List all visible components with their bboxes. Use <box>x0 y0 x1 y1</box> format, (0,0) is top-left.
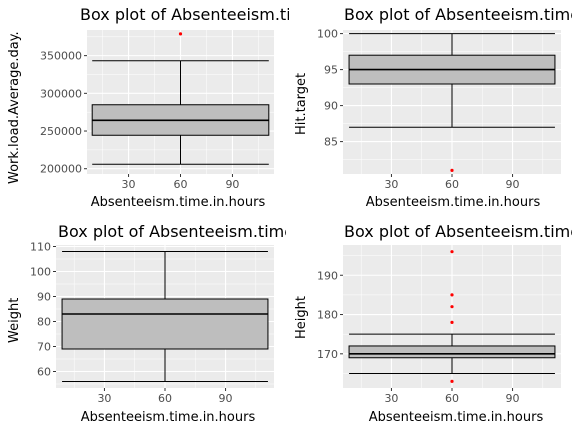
chart-1-title: Box plot of Absenteeism.time.in.hours <box>80 5 289 24</box>
chart-2-x-axis-label: Absenteeism.time.in.hours <box>365 195 541 210</box>
chart-3-y-tick-label: 90 <box>37 291 51 304</box>
chart-3-x-tick-label: 60 <box>158 392 172 405</box>
chart-4-outlier-point <box>450 379 454 383</box>
chart-4-x-tick-label: 30 <box>384 392 398 405</box>
chart-2-title: Box plot of Absenteeism.time.in.hours <box>344 5 572 24</box>
chart-4-outlier-point <box>450 250 454 254</box>
chart-2-x-tick-label: 30 <box>384 178 398 191</box>
chart-3-plot: 30 60 90 60 70 80 90 100 110 <box>30 241 274 405</box>
chart-1-y-tick-label: 350000 <box>40 50 82 63</box>
chart-4-y-tick-label: 180 <box>317 309 338 322</box>
chart-2-y-tick-label: 100 <box>317 28 338 41</box>
chart-2-y-tick-label: 90 <box>324 100 338 113</box>
chart-4-title: Box plot of Absenteeism.time.in.hours <box>344 222 572 241</box>
chart-3-x-tick-label: 30 <box>97 392 111 405</box>
chart-3-y-tick-label: 70 <box>37 341 51 354</box>
chart-4-x-tick-label: 60 <box>445 392 459 405</box>
chart-2-x-tick-label: 60 <box>445 178 459 191</box>
chart-4-y-tick-label: 190 <box>317 269 338 282</box>
chart-3-y-tick-label: 100 <box>30 266 51 279</box>
chart-4-box <box>348 345 556 359</box>
chart-3-box <box>61 298 269 350</box>
chart-1-plot: 30 60 90 200000 250000 300000 350000 <box>40 30 274 191</box>
chart-1-y-tick-label: 250000 <box>40 125 82 138</box>
chart-3-x-axis-label: Absenteeism.time.in.hours <box>80 410 256 425</box>
chart-1-x-tick-label: 30 <box>122 178 136 191</box>
chart-1-x-axis-label: Absenteeism.time.in.hours <box>90 195 266 210</box>
chart-1-y-tick-label: 200000 <box>40 163 82 176</box>
chart-4-x-tick-label: 90 <box>506 392 520 405</box>
chart-1-y-tick-label: 300000 <box>40 87 82 100</box>
chart-3-y-tick-label: 60 <box>37 366 51 379</box>
chart-4-outlier-point <box>450 293 454 297</box>
chart-3-y-tick-label: 80 <box>37 316 51 329</box>
chart-2-x-tick-label: 90 <box>506 178 520 191</box>
chart-3-x-tick-label: 90 <box>219 392 233 405</box>
chart-2-plot: 30 60 90 85 90 95 100 <box>317 28 561 191</box>
chart-3-y-tick-label: 110 <box>30 241 51 254</box>
chart-1-x-tick-label: 60 <box>174 178 188 191</box>
chart-1-outlier-point <box>178 32 183 36</box>
chart-4-x-axis-label: Absenteeism.time.in.hours <box>368 410 544 425</box>
chart-4-outlier-point <box>450 305 454 309</box>
chart-1-x-tick-label: 90 <box>225 178 239 191</box>
chart-4-y-tick-label: 170 <box>317 348 338 361</box>
chart-4-y-axis-label: Height <box>294 296 309 339</box>
chart-3-title: Box plot of Absenteeism.time.in.hours <box>58 222 286 241</box>
chart-2-y-tick-label: 85 <box>324 136 338 149</box>
chart-2-y-tick-label: 95 <box>324 64 338 77</box>
chart-4-outlier-point <box>450 320 454 324</box>
chart-2-outlier-point <box>450 168 454 172</box>
